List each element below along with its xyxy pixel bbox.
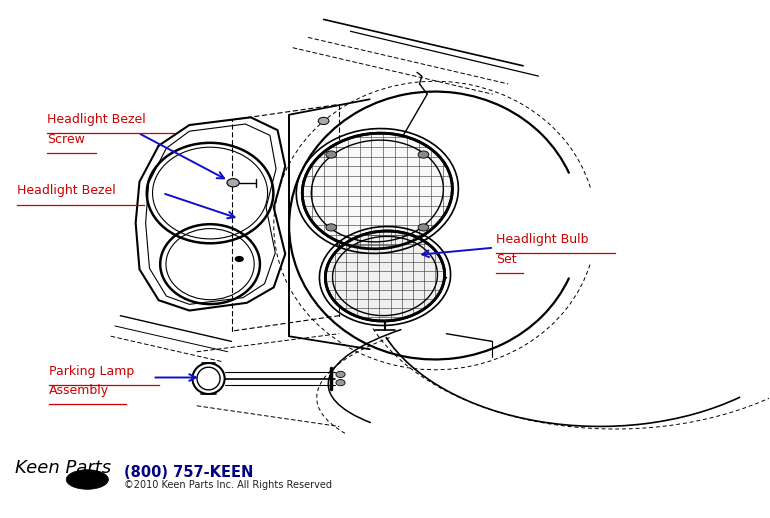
- Ellipse shape: [66, 470, 109, 490]
- Text: Parking Lamp: Parking Lamp: [49, 365, 134, 378]
- Text: Headlight Bezel: Headlight Bezel: [48, 113, 146, 126]
- Circle shape: [318, 117, 329, 124]
- Text: Keen Parts: Keen Parts: [15, 458, 112, 477]
- Circle shape: [235, 256, 244, 262]
- Ellipse shape: [326, 231, 444, 321]
- Circle shape: [326, 224, 336, 231]
- Text: Screw: Screw: [48, 133, 85, 146]
- Circle shape: [418, 224, 429, 231]
- Text: Headlight Bulb: Headlight Bulb: [496, 233, 589, 246]
- Circle shape: [326, 151, 336, 158]
- Ellipse shape: [303, 133, 452, 249]
- Text: ©2010 Keen Parts Inc. All Rights Reserved: ©2010 Keen Parts Inc. All Rights Reserve…: [124, 480, 332, 490]
- Text: Assembly: Assembly: [49, 384, 109, 397]
- Circle shape: [336, 371, 345, 378]
- Circle shape: [418, 151, 429, 158]
- Circle shape: [336, 380, 345, 386]
- Text: Headlight Bezel: Headlight Bezel: [17, 184, 116, 197]
- Text: (800) 757-KEEN: (800) 757-KEEN: [124, 465, 253, 480]
- Text: Set: Set: [496, 252, 517, 266]
- Circle shape: [227, 179, 239, 187]
